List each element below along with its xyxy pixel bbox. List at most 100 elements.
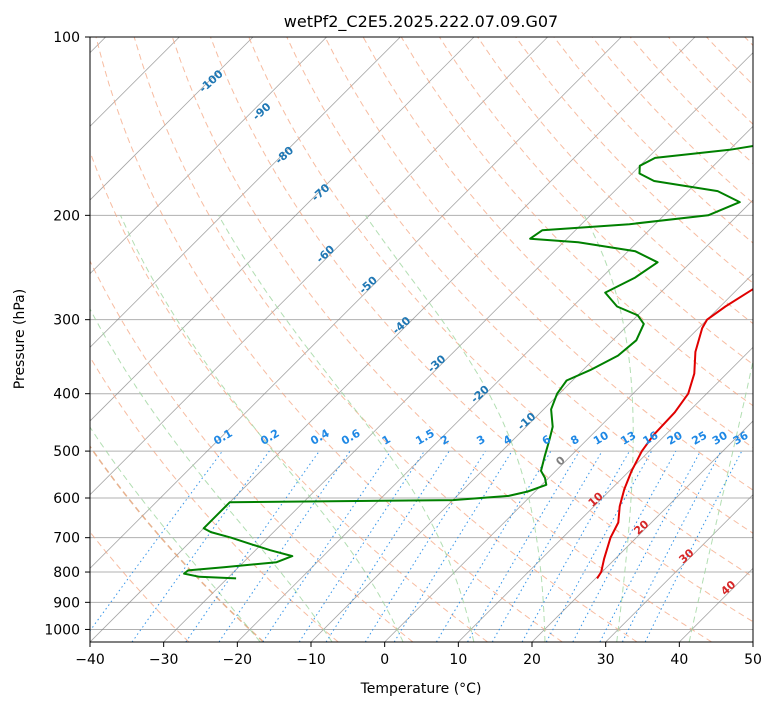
mixing-ratio-label: 0.1 (211, 427, 234, 448)
x-tick-label: 10 (449, 652, 467, 668)
isotherm-line (90, 37, 327, 275)
dry-adiabat (90, 259, 414, 642)
mixing-ratio-line (644, 450, 743, 642)
moist-adiabat (90, 426, 261, 642)
mixing-ratio-label: 36 (731, 429, 751, 448)
reference-adiabat (90, 445, 265, 642)
isotherm-line (531, 420, 753, 642)
isotherm-label: 20 (631, 517, 651, 537)
reference-curve (90, 445, 265, 642)
isotherm-label: -10 (515, 410, 539, 433)
moist-adiabat (90, 308, 333, 642)
dry-adiabat (286, 37, 753, 534)
isotherm-label: -60 (314, 243, 338, 266)
dry-adiabat (553, 37, 753, 244)
isotherm-line (458, 346, 753, 642)
mixing-ratio-line (364, 450, 486, 642)
profile-series (183, 145, 753, 580)
dry-adiabat (90, 531, 190, 642)
isotherm-line (605, 494, 753, 642)
isotherm-label: 40 (718, 578, 738, 598)
isotherm-label: 10 (586, 489, 606, 509)
moist-adiabat (218, 215, 475, 642)
y-tick-label: 100 (53, 30, 80, 46)
moist-adiabat (364, 215, 546, 642)
dry-adiabat (133, 37, 638, 642)
isotherm-label: -70 (309, 181, 333, 204)
chart-title: wetPf2_C2E5.2025.222.07.09.G07 (284, 12, 558, 32)
x-tick-label: 30 (597, 652, 615, 668)
isotherm-label: -90 (250, 100, 274, 123)
mixing-ratio-label: 0.6 (339, 427, 363, 448)
mixing-ratio-label: 1 (380, 433, 393, 448)
mixing-ratio-line (185, 450, 320, 642)
y-tick-label: 500 (53, 444, 80, 460)
dry-adiabat (95, 37, 563, 642)
x-tick-label: 50 (744, 652, 762, 668)
x-tick-label: −30 (149, 652, 179, 668)
dewpoint-profile (183, 145, 753, 580)
mixing-ratio-line (218, 450, 351, 642)
isotherm-line (679, 567, 753, 642)
dry-adiabat (90, 356, 339, 642)
isotherm-line (384, 273, 753, 642)
dry-adiabat (90, 445, 264, 642)
isotherm-label: -20 (468, 383, 492, 406)
y-tick-label: 800 (53, 565, 80, 581)
mixing-ratio-line (90, 450, 223, 632)
mixing-ratio-line (131, 450, 270, 642)
isotherm-line (237, 125, 753, 642)
dry-adiabat (171, 37, 712, 642)
isotherm-line (90, 37, 548, 496)
mixing-ratio-line (298, 450, 425, 642)
x-tick-label: −10 (296, 652, 326, 668)
isotherm-line (752, 641, 753, 642)
mixing-ratio-label: 20 (665, 429, 685, 448)
y-tick-label: 400 (53, 387, 80, 403)
y-tick-label: 1000 (44, 622, 80, 638)
moist-adiabats (90, 215, 753, 642)
mixing-ratio-line (572, 450, 677, 642)
mixing-ratio-line (393, 450, 513, 642)
dry-adiabats (90, 37, 753, 642)
x-axis-ticks: −40 −30 −20 −10 0 10 20 30 40 50 (75, 642, 762, 668)
y-axis-label: Pressure (hPa) (12, 289, 28, 389)
isotherm-line (310, 199, 753, 642)
dry-adiabat (515, 37, 753, 284)
moist-adiabat (583, 215, 634, 642)
isotherm-label: -80 (273, 144, 297, 167)
isotherm-line (90, 37, 475, 422)
mixing-ratio-line (262, 450, 392, 642)
isotherm-line (163, 52, 753, 642)
dry-adiabat (210, 37, 753, 623)
isotherm-label: -40 (390, 314, 414, 337)
dry-adiabat (744, 37, 753, 47)
isotherm-line (90, 37, 696, 642)
mixing-ratio-line (545, 450, 653, 642)
mixing-ratio-line (599, 450, 701, 642)
mixing-ratio-label: 2 (438, 433, 451, 448)
x-tick-label: 20 (523, 652, 541, 668)
x-tick-label: 0 (380, 652, 389, 668)
x-tick-label: 40 (670, 652, 688, 668)
mixing-ratio-lines (90, 450, 743, 642)
x-tick-label: −40 (75, 652, 105, 668)
mixing-ratio-label: 3 (474, 433, 487, 448)
y-tick-label: 300 (53, 313, 80, 329)
mixing-ratio-label: 25 (690, 429, 710, 448)
isotherm-label: -100 (197, 67, 226, 95)
mixing-ratio-label: 30 (710, 429, 730, 448)
isotherm-line (90, 37, 401, 348)
mixing-ratio-label: 10 (591, 429, 611, 448)
mixing-ratio-line (467, 450, 580, 642)
x-tick-label: −20 (223, 652, 253, 668)
plot-area: 0.1 0.2 0.4 0.6 1 1.5 2 3 4 6 8 10 13 16 20 25 30 36-100-… (90, 37, 753, 642)
mixing-ratio-label: 0.4 (308, 427, 332, 448)
x-axis-label: Temperature (°C) (360, 681, 482, 697)
isotherm-line (90, 37, 254, 201)
dry-adiabat (324, 37, 753, 491)
mixing-ratio-line (325, 450, 450, 642)
mixing-ratio-label: 0.2 (258, 427, 281, 448)
